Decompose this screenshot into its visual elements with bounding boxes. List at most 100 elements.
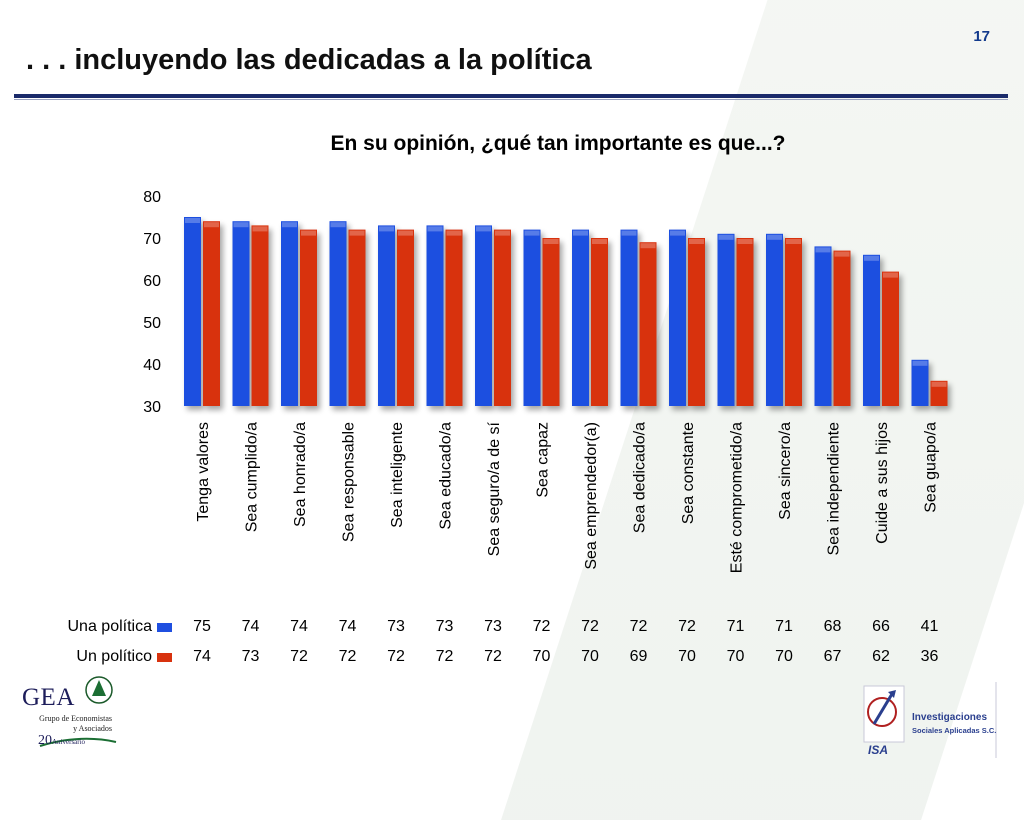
- bar-una-politica: [766, 233, 783, 406]
- bar-una-politica: [863, 254, 880, 406]
- x-tick-label: Sea inteligente: [389, 422, 406, 528]
- data-table-cell: 72: [581, 618, 599, 635]
- data-table-cell: 72: [338, 648, 357, 665]
- bar-highlight: [573, 230, 588, 236]
- isa-logo: ISA: [863, 682, 997, 758]
- bar-un-politico: [591, 238, 608, 406]
- data-table-cell: 68: [823, 618, 842, 635]
- legend-label: Un político: [76, 648, 152, 665]
- slide-number: 17: [973, 28, 990, 45]
- x-tick-label: Sea guapo/a: [923, 422, 940, 513]
- bar-highlight: [689, 239, 704, 244]
- data-table-cell: 74: [241, 618, 260, 635]
- data-table-cell: 75: [193, 618, 211, 635]
- data-table-cell: 70: [775, 648, 793, 665]
- svg-text:ISA: ISA: [868, 743, 888, 757]
- x-tick-label: Sea dedicado/a: [632, 422, 649, 533]
- bar-highlight: [718, 234, 734, 240]
- y-tick-label: 70: [143, 231, 161, 248]
- bar-highlight: [379, 226, 394, 232]
- data-table-cell: 73: [484, 618, 502, 635]
- bar-highlight: [233, 222, 249, 228]
- bar-highlight: [931, 381, 947, 387]
- data-table-cell: 71: [726, 618, 745, 635]
- bar-una-politica: [620, 229, 638, 406]
- bar-un-politico: [251, 225, 269, 406]
- x-tick-label: Sea responsable: [341, 422, 358, 542]
- data-table-cell: 67: [823, 648, 842, 665]
- legend-swatch: [157, 623, 172, 632]
- bar-una-politica: [426, 225, 444, 406]
- bar-highlight: [446, 230, 462, 236]
- bar-una-politica: [232, 221, 250, 406]
- legend-label: Una política: [67, 618, 153, 635]
- bar-highlight: [543, 239, 559, 244]
- data-table-cell: 73: [435, 618, 454, 635]
- x-tick-label: Esté comprometido/a: [729, 422, 746, 573]
- data-table-cell: 72: [532, 618, 551, 635]
- bar-highlight: [912, 360, 928, 366]
- data-table-cell: 70: [678, 648, 696, 665]
- bar-highlight: [330, 222, 346, 228]
- bar-highlight: [301, 230, 316, 236]
- bar-highlight: [737, 239, 753, 244]
- x-tick-label: Sea sincero/a: [777, 422, 794, 520]
- y-tick-label: 40: [143, 357, 161, 374]
- bar-highlight: [592, 239, 607, 244]
- bar-una-politica: [329, 221, 347, 406]
- bar-una-politica: [814, 246, 832, 406]
- bar-un-politico: [736, 238, 754, 406]
- data-table-cell: 70: [581, 648, 599, 665]
- bar-highlight: [670, 230, 685, 236]
- bar-highlight: [427, 226, 443, 232]
- x-tick-label: Sea seguro/a de sí: [486, 421, 503, 556]
- bar-un-politico: [203, 221, 220, 406]
- gea-logo-text: GEA: [22, 684, 75, 711]
- data-table-cell: 69: [629, 648, 648, 665]
- bar-un-politico: [348, 229, 366, 406]
- data-table-cell: 36: [920, 648, 939, 665]
- bar-una-politica: [572, 229, 589, 406]
- bar-highlight: [185, 218, 200, 223]
- x-tick-label: Tenga valores: [195, 422, 212, 522]
- data-table-cell: 72: [387, 648, 405, 665]
- legend-swatch: [157, 653, 172, 662]
- title-divider-thin: [14, 99, 1008, 100]
- data-table-cell: 72: [629, 618, 648, 635]
- bar-highlight: [398, 230, 413, 236]
- chart-title: En su opinión, ¿qué tan importante es qu…: [330, 132, 786, 155]
- gea-logo: [39, 676, 117, 747]
- bar-un-politico: [882, 271, 899, 406]
- data-table-cell: 41: [920, 618, 939, 635]
- bar-highlight: [767, 234, 782, 240]
- data-table-cell: 71: [775, 618, 793, 635]
- bar-highlight: [621, 230, 637, 236]
- data-table-cell: 72: [484, 648, 502, 665]
- x-tick-label: Sea capaz: [535, 422, 552, 498]
- x-tick-label: Sea emprendedor(a): [583, 422, 600, 570]
- bar-un-politico: [930, 380, 948, 406]
- y-tick-label: 30: [143, 399, 161, 416]
- x-tick-label: Sea independiente: [826, 422, 843, 556]
- data-table-cell: 73: [241, 648, 260, 665]
- data-table-cell: 73: [387, 618, 405, 635]
- bar-una-politica: [281, 221, 298, 406]
- bar-highlight: [204, 222, 219, 228]
- data-table-cell: 72: [678, 618, 696, 635]
- data-table-cell: 72: [435, 648, 454, 665]
- bar-una-politica: [669, 229, 686, 406]
- bar-highlight: [282, 222, 297, 228]
- x-tick-label: Sea constante: [680, 422, 697, 524]
- bar-una-politica: [911, 359, 929, 406]
- title-divider: [14, 94, 1008, 98]
- bar-una-politica: [523, 229, 541, 406]
- data-table-cell: 62: [872, 648, 890, 665]
- x-tick-label: Sea educado/a: [438, 422, 455, 530]
- bar-chart: 30 40 50 60 70 80 Tenga valores Sea cumplido/a…: [143, 189, 948, 573]
- bar-un-politico: [542, 238, 560, 406]
- bar-highlight: [349, 230, 365, 236]
- bar-un-politico: [397, 229, 414, 406]
- gea-logo-subtitle: Grupo de Economistas y Asociados: [39, 714, 112, 733]
- bar-highlight: [864, 255, 879, 261]
- data-table-cell: 74: [193, 648, 211, 665]
